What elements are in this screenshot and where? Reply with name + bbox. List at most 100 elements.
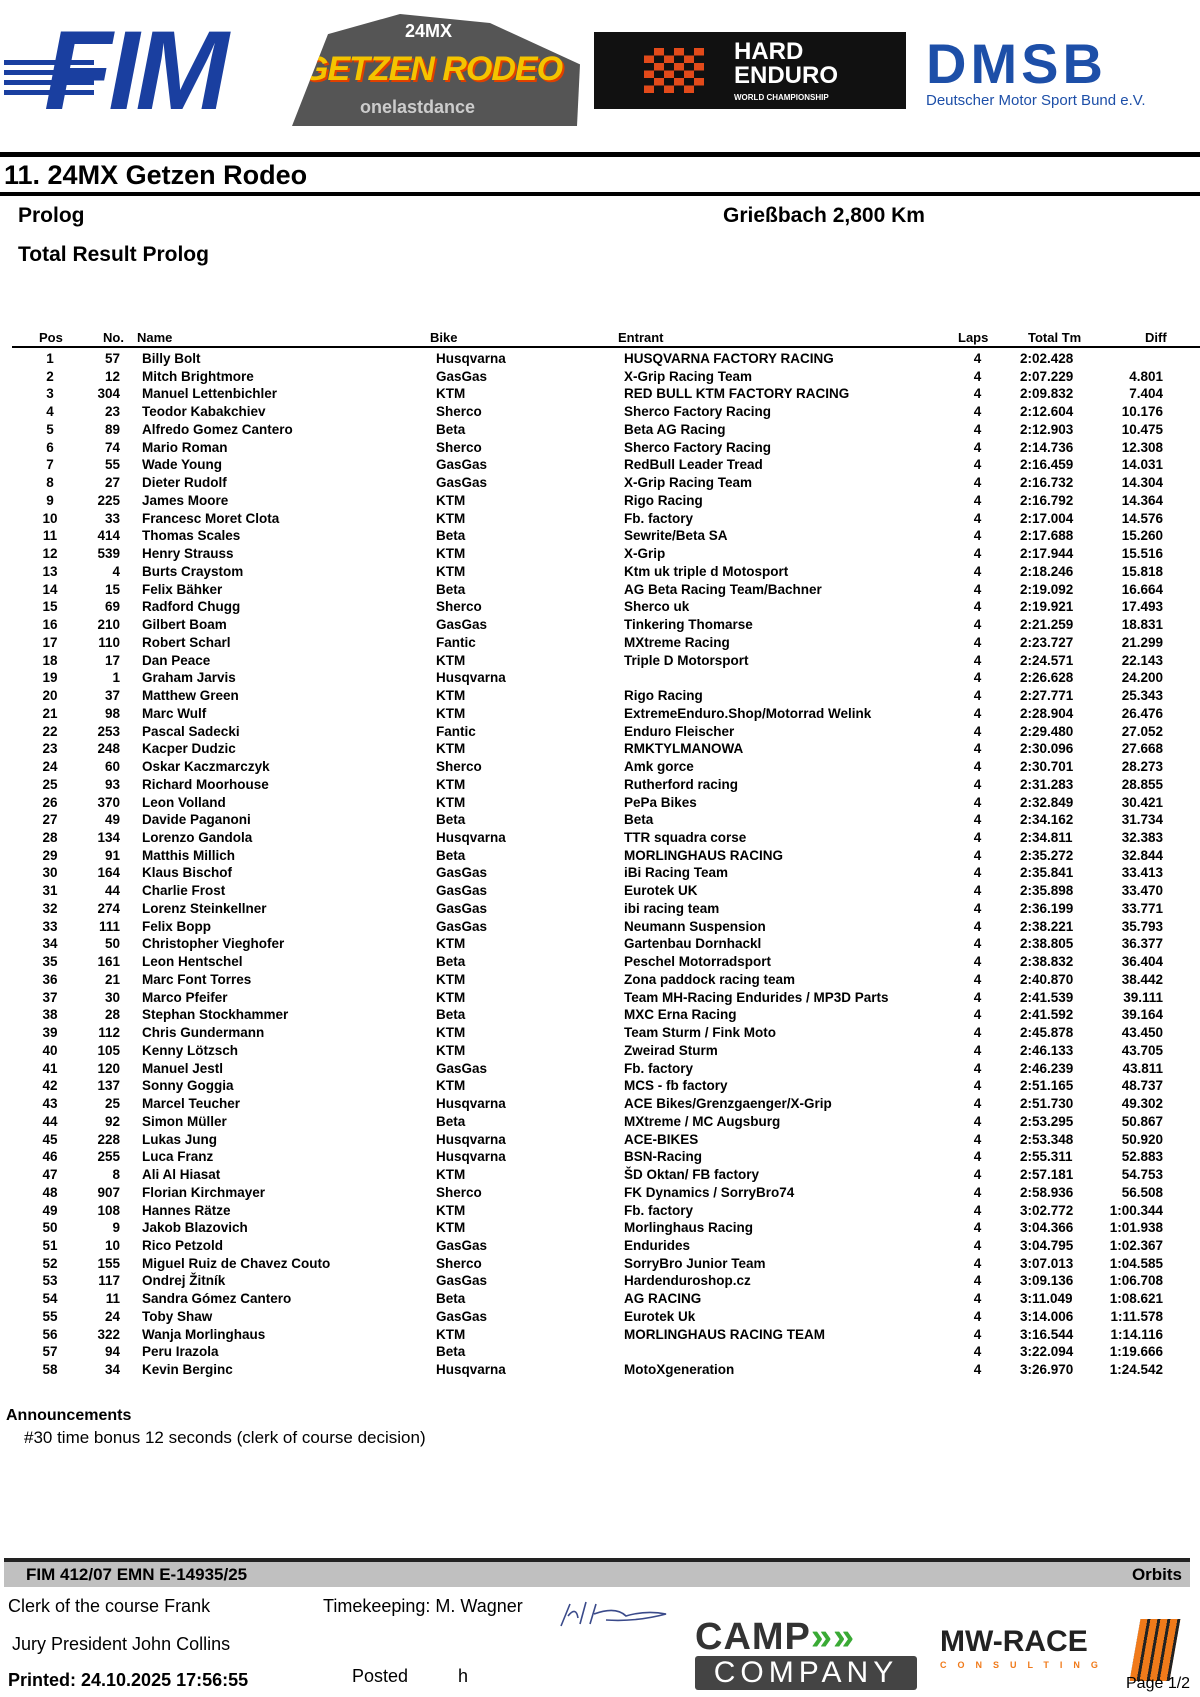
cell-entrant: AG Beta Racing Team/Bachner xyxy=(624,581,822,597)
getzen-logo-text: GETZEN RODEO xyxy=(302,50,563,88)
table-row: 21 98 Marc Wulf KTM ExtremeEnduro.Shop/Motor… xyxy=(0,705,1200,723)
cell-number: 37 xyxy=(104,688,120,704)
cell-total-time: 2:51.165 xyxy=(1020,1078,1074,1094)
cell-laps: 4 xyxy=(973,705,982,721)
cell-entrant: ibi racing team xyxy=(624,900,720,916)
cell-total-time: 2:16.732 xyxy=(1020,475,1074,491)
cell-number: 414 xyxy=(97,528,120,544)
cell-total-time: 2:58.936 xyxy=(1020,1184,1074,1200)
announcements-title: Announcements xyxy=(6,1407,132,1424)
table-row: 52 155 Miguel Ruiz de Chavez Couto Sherco So… xyxy=(0,1255,1200,1273)
cell-total-time: 2:35.841 xyxy=(1020,865,1074,881)
cell-pos: 14 xyxy=(42,581,58,597)
cell-laps: 4 xyxy=(973,368,982,384)
cell-name: Oskar Kaczmarczyk xyxy=(142,759,270,775)
cell-diff: 43.811 xyxy=(1122,1060,1163,1076)
cell-entrant: Rigo Racing xyxy=(624,492,703,508)
cell-diff: 54.753 xyxy=(1121,1167,1163,1183)
cell-total-time: 3:04.795 xyxy=(1020,1238,1074,1253)
mw-race-logo-sub: CONSULTING xyxy=(940,1660,1109,1670)
posted-hour: h xyxy=(458,1666,469,1686)
cell-name: Felix Bähker xyxy=(142,581,223,597)
cell-number: 105 xyxy=(97,1042,120,1058)
cell-name: Leon Volland xyxy=(142,794,226,810)
table-row: 48 907 Florian Kirchmayer Sherco FK Dynamics… xyxy=(0,1184,1200,1202)
cell-diff: 33.771 xyxy=(1121,900,1163,916)
divider xyxy=(12,346,1200,348)
cell-name: Stephan Stockhammer xyxy=(142,1007,289,1023)
cell-name: Marc Wulf xyxy=(142,705,207,721)
cell-pos: 45 xyxy=(42,1131,58,1147)
cell-diff: 38.442 xyxy=(1121,971,1163,987)
cell-total-time: 3:07.013 xyxy=(1020,1255,1074,1271)
table-row: 35 161 Leon Hentschel Beta Peschel Motorrads… xyxy=(0,953,1200,971)
cell-pos: 38 xyxy=(42,1007,58,1023)
cell-number: 137 xyxy=(97,1078,120,1094)
cell-pos: 37 xyxy=(42,989,58,1005)
cell-pos: 48 xyxy=(42,1184,58,1200)
cell-diff: 30.421 xyxy=(1121,794,1163,810)
cell-total-time: 3:16.544 xyxy=(1020,1326,1074,1342)
cell-number: 27 xyxy=(104,475,120,491)
table-row: 23 248 Kacper Dudzic KTM RMKTYLMANOWA 4 2:30.0… xyxy=(0,740,1200,758)
cell-total-time: 2:40.870 xyxy=(1020,971,1074,987)
cell-diff: 18.831 xyxy=(1121,617,1163,633)
cell-entrant: TTR squadra corse xyxy=(624,829,747,845)
fim-logo-text: FIM xyxy=(44,8,229,133)
table-row: 40 105 Kenny Lötzsch KTM Zweirad Sturm 4 2:46.… xyxy=(0,1042,1200,1060)
cell-pos: 13 xyxy=(42,563,58,579)
cell-entrant: Tinkering Thomarse xyxy=(624,617,753,633)
cell-number: 44 xyxy=(104,883,120,899)
cell-laps: 4 xyxy=(973,386,982,402)
cell-laps: 4 xyxy=(973,829,982,845)
cell-total-time: 2:23.727 xyxy=(1020,634,1074,650)
cell-pos: 57 xyxy=(42,1344,58,1360)
cell-pos: 36 xyxy=(42,971,58,987)
cell-name: Manuel Jestl xyxy=(142,1060,224,1076)
table-row: 1 57 Billy Bolt Husqvarna HUSQVARNA FACTORY … xyxy=(0,350,1200,368)
cell-bike: GasGas xyxy=(436,617,488,633)
timekeeping: Timekeeping: M. Wagner xyxy=(323,1596,523,1616)
cell-number: 161 xyxy=(97,954,120,970)
cell-name: Manuel Lettenbichler xyxy=(142,386,278,402)
cell-name: Pascal Sadecki xyxy=(142,723,240,739)
cell-name: Marcel Teucher xyxy=(142,1096,241,1112)
table-row: 45 228 Lukas Jung Husqvarna ACE-BIKES 4 2:53.3… xyxy=(0,1131,1200,1149)
cell-entrant: Beta xyxy=(624,812,654,828)
cell-laps: 4 xyxy=(973,1007,982,1023)
cell-laps: 4 xyxy=(973,1184,982,1200)
cell-number: 69 xyxy=(104,599,120,615)
cell-number: 17 xyxy=(104,652,120,668)
cell-bike: KTM xyxy=(436,776,466,792)
table-row: 22 253 Pascal Sadecki Fantic Enduro Fleische… xyxy=(0,723,1200,741)
cell-number: 255 xyxy=(97,1149,120,1165)
cell-bike: GasGas xyxy=(436,918,488,934)
getzen-logo-top: 24MX xyxy=(405,21,453,41)
cell-name: Miguel Ruiz de Chavez Couto xyxy=(142,1255,331,1271)
cell-pos: 19 xyxy=(42,670,58,686)
cell-laps: 4 xyxy=(973,510,982,526)
cell-number: 111 xyxy=(98,918,120,934)
cell-pos: 53 xyxy=(42,1273,58,1289)
cell-entrant: ACE Bikes/Grenzgaenger/X-Grip xyxy=(624,1096,832,1112)
dmsb-logo-text: DMSB xyxy=(926,32,1107,95)
cell-bike: KTM xyxy=(436,794,466,810)
cell-total-time: 2:38.221 xyxy=(1020,918,1074,934)
printed-timestamp: Printed: 24.10.2025 17:56:55 xyxy=(8,1670,249,1690)
session-title: Prolog xyxy=(18,204,85,227)
cell-laps: 4 xyxy=(973,883,982,899)
mw-race-logo: MW-RACE CONSULTING xyxy=(940,1619,1181,1695)
cell-bike: GasGas xyxy=(436,1273,488,1289)
cell-number: 274 xyxy=(97,900,120,916)
cell-diff: 15.260 xyxy=(1121,528,1163,544)
cell-entrant: ŠD Oktan/ FB factory xyxy=(624,1167,760,1183)
cell-entrant: Fb. factory xyxy=(624,1060,694,1076)
cell-bike: GasGas xyxy=(436,900,488,916)
cell-number: 8 xyxy=(112,1167,120,1183)
cell-pos: 54 xyxy=(42,1291,58,1307)
cell-laps: 4 xyxy=(973,1131,982,1147)
cell-pos: 30 xyxy=(42,865,58,881)
cell-bike: KTM xyxy=(436,1326,466,1342)
cell-diff: 21.299 xyxy=(1121,634,1163,650)
cell-total-time: 2:55.311 xyxy=(1020,1149,1073,1165)
